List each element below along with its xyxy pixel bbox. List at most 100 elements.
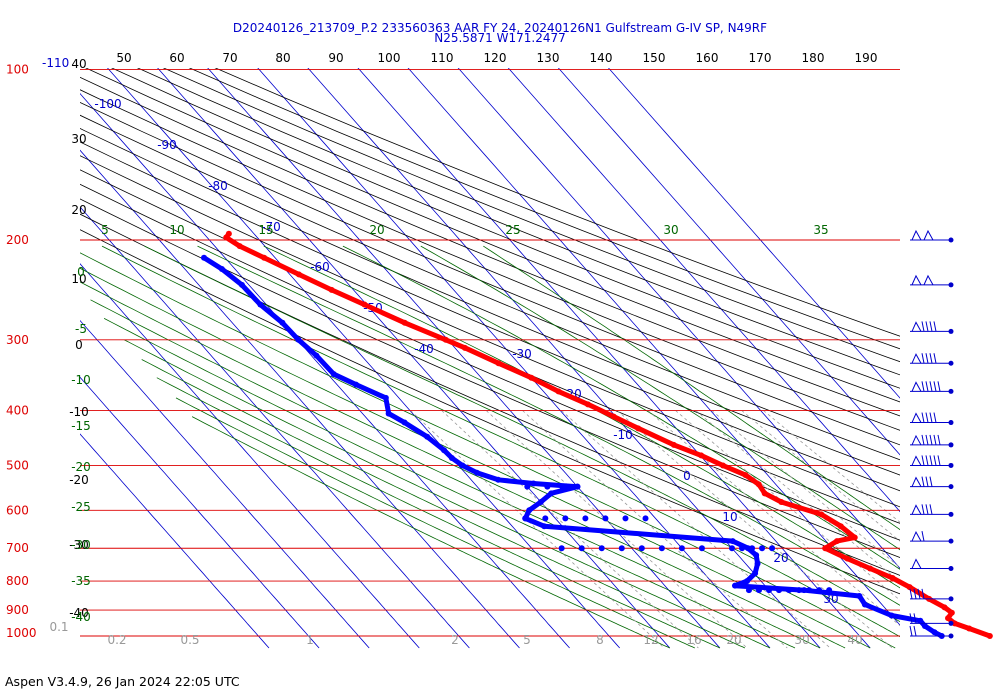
theta-label: 80: [275, 51, 290, 65]
mixing-ratio-line: [675, 410, 900, 601]
moist-adiabat: [191, 416, 670, 649]
dewpoint-scatter-point: [658, 545, 665, 552]
dewpoint-scatter-point: [769, 545, 776, 552]
dewpoint-scatter-point: [618, 545, 625, 552]
isotherm-line: [608, 68, 900, 399]
theta-label: 110: [431, 51, 454, 65]
moist-adiabat-label: -25: [71, 500, 91, 514]
moist-adiabat-label: -35: [71, 574, 91, 588]
wind-barb: [910, 504, 954, 517]
dewpoint-scatter-point: [602, 515, 609, 522]
temperature-trace-point: [720, 462, 727, 469]
dewpoint-scatter-point: [542, 515, 549, 522]
temperature-trace-point: [951, 620, 958, 627]
dry-adiabat: [80, 101, 900, 446]
wind-barb: [910, 412, 954, 426]
theta-label: 190: [855, 51, 878, 65]
temperature-trace-point: [698, 452, 705, 459]
isotherm-line: [107, 68, 620, 649]
dewpoint-scatter-point: [558, 545, 565, 552]
wind-barb: [910, 321, 954, 334]
temp-left-label: -40: [69, 606, 89, 620]
isotherm-label: -10: [613, 428, 633, 442]
theta-label: 130: [537, 51, 560, 65]
dewpoint-scatter-point: [786, 587, 793, 594]
dewpoint-trace-point: [424, 433, 431, 440]
pressure-label: 500: [6, 458, 29, 472]
temperature-trace-point: [401, 319, 408, 326]
mixing-ratio-line: [695, 410, 900, 583]
temperature-trace-point: [742, 472, 749, 479]
dewpoint-scatter-point: [826, 587, 833, 594]
isotherm-label: 10: [722, 510, 737, 524]
dewpoint-trace-point: [353, 381, 360, 388]
isotherm-line: [457, 68, 900, 569]
moist-adiabat: [197, 245, 900, 606]
isotherm-label: -60: [310, 260, 330, 274]
temperature-trace-point: [442, 336, 449, 343]
dewpoint-trace-point: [279, 319, 286, 326]
dewpoint-trace: [201, 255, 945, 639]
wind-barb: [910, 558, 954, 571]
dewpoint-trace-point: [541, 523, 548, 530]
dewpoint-scatter-point: [578, 545, 585, 552]
dry-adiabat: [110, 68, 900, 389]
moist-adiabat-label: -20: [71, 460, 91, 474]
moist-adiabat: [124, 339, 771, 649]
temperature-trace-point: [844, 555, 851, 562]
dewpoint-scatter-point: [678, 545, 685, 552]
pressure-label: 700: [6, 541, 29, 555]
isotherm-line: [557, 68, 900, 456]
dewpoint-scatter-point: [582, 515, 589, 522]
dewpoint-trace-point: [548, 490, 555, 497]
temperature-trace-point: [635, 425, 642, 432]
dewpoint-trace-point: [313, 352, 320, 359]
dry-adiabat: [80, 198, 900, 558]
theta-label: 50: [116, 51, 131, 65]
dewpoint-scatter-point: [544, 483, 551, 490]
theta-label: 120: [484, 51, 507, 65]
dewpoint-trace-point: [295, 336, 302, 343]
temp-left-label: -10: [69, 405, 89, 419]
moist-adiabat-label: 25: [505, 223, 520, 237]
dry-adiabat: [188, 68, 900, 350]
dewpoint-scatter-point: [806, 587, 813, 594]
dry-adiabat: [214, 68, 900, 337]
dewpoint-trace-point: [526, 507, 533, 514]
temperature-trace-point: [818, 511, 825, 518]
theta-label: 140: [590, 51, 613, 65]
mixing-ratio-line: [647, 410, 900, 627]
moist-adiabat-label: 10: [169, 223, 184, 237]
mixing-ratio-label: 8: [596, 633, 604, 647]
isotherm-line: [157, 68, 671, 649]
temp-left-label: 40: [71, 57, 86, 71]
dewpoint-trace-point: [530, 480, 537, 487]
moist-adiabat: [90, 299, 821, 649]
dewpoint-trace-point: [238, 281, 245, 288]
dewpoint-scatter-point: [776, 587, 783, 594]
moist-adiabat-label: 30: [663, 223, 678, 237]
theta-label: 60: [169, 51, 184, 65]
pressure-label: 600: [6, 503, 29, 517]
pressure-label: 900: [6, 603, 29, 617]
dewpoint-scatter-point: [522, 515, 529, 522]
isotherm-label: -100: [94, 97, 121, 111]
isotherm-line: [507, 68, 900, 513]
dewpoint-scatter-point: [622, 515, 629, 522]
pressure-label: 400: [6, 404, 29, 418]
dry-adiabat: [80, 114, 900, 461]
temperature-trace-point: [261, 254, 268, 261]
wind-barb: [910, 229, 954, 243]
dewpoint-trace-point: [441, 447, 448, 454]
dewpoint-trace-point: [459, 462, 466, 469]
temp-left-label: 10: [71, 272, 86, 286]
isotherm-line: [207, 68, 721, 649]
wind-barb: [909, 625, 954, 639]
dewpoint-scatter-point: [739, 545, 746, 552]
temperature-trace-point: [761, 490, 768, 497]
temperature-trace-point: [328, 286, 335, 293]
dewpoint-trace-point: [731, 582, 738, 589]
dry-adiabat: [80, 155, 900, 508]
mixing-ratio-line: [741, 410, 900, 542]
mixing-ratio-label: 40: [847, 633, 862, 647]
